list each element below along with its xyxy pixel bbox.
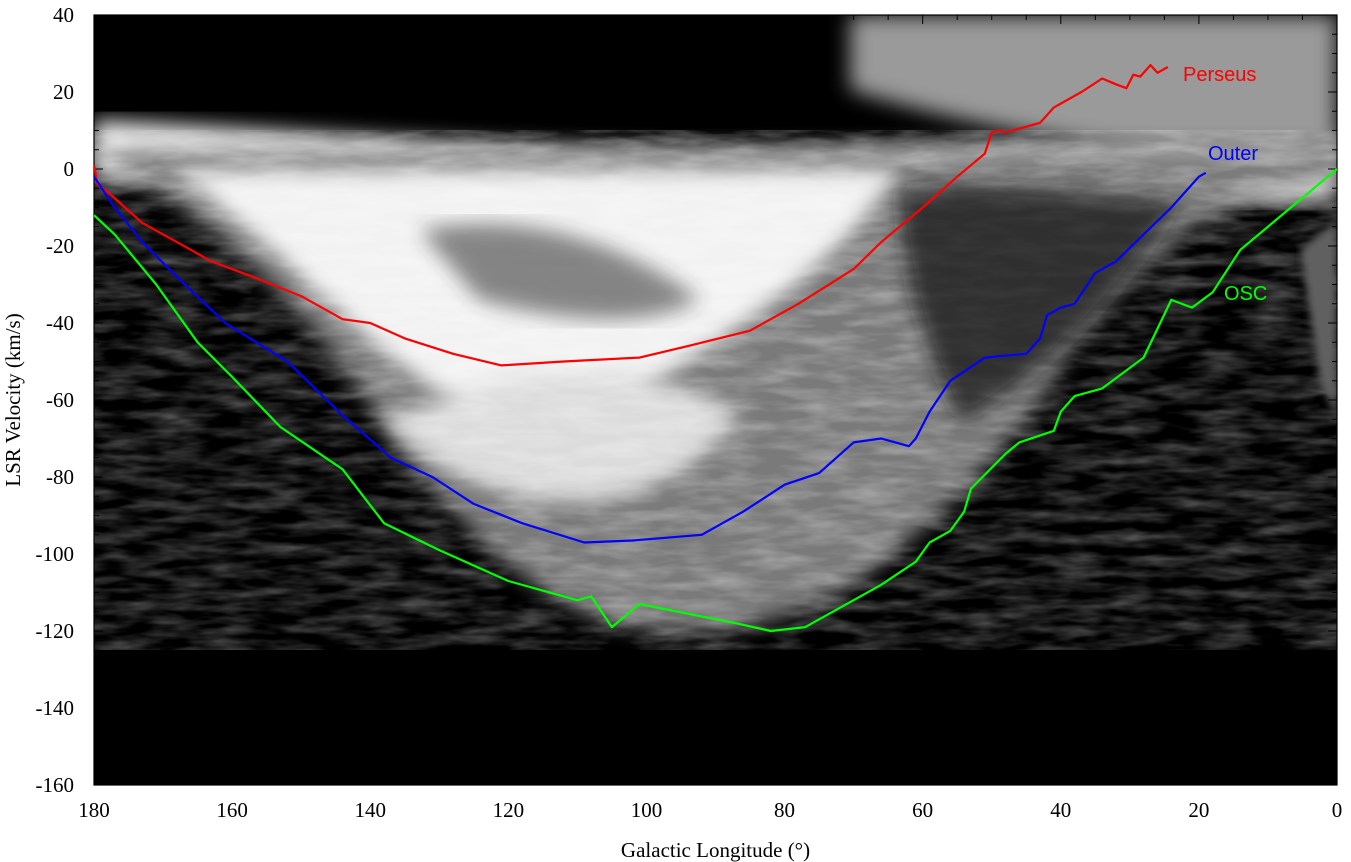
- y-tick-label: 0: [64, 157, 75, 181]
- y-tick-label: -20: [46, 234, 74, 258]
- series-labels: Perseus Outer OSC: [1183, 64, 1267, 305]
- x-tick-label: 40: [1050, 798, 1071, 822]
- intensity-map: [94, 15, 1337, 785]
- y-tick-label: -100: [36, 542, 75, 566]
- series-label-perseus: Perseus: [1183, 64, 1256, 86]
- series-label-osc: OSC: [1224, 283, 1267, 305]
- y-tick-label: -140: [36, 696, 75, 720]
- x-tick-label: 0: [1332, 798, 1343, 822]
- y-axis-title: LSR Velocity (km/s): [1, 313, 25, 486]
- series-label-outer: Outer: [1208, 143, 1258, 165]
- y-tick-label: -160: [36, 773, 75, 797]
- y-tick-label: 20: [53, 80, 74, 104]
- y-tick-label: -80: [46, 465, 74, 489]
- series-line-outer: [94, 171, 1207, 544]
- x-tick-label: 120: [493, 798, 525, 822]
- y-tick-label: 40: [53, 3, 74, 27]
- x-tick-label: 100: [631, 798, 663, 822]
- x-tick-label: 180: [78, 798, 110, 822]
- series-line-perseus: [94, 63, 1169, 367]
- x-tick-label: 80: [774, 798, 795, 822]
- x-tick-label: 20: [1188, 798, 1209, 822]
- x-tick-label: 140: [354, 798, 386, 822]
- x-axis-title: Galactic Longitude (°): [621, 838, 810, 862]
- y-tick-label: -120: [36, 619, 75, 643]
- x-tick-label: 60: [912, 798, 933, 822]
- series-line-osc: [94, 168, 1337, 633]
- y-tick-label: -60: [46, 388, 74, 412]
- x-tick-label: 160: [216, 798, 248, 822]
- axes: 180 160 140 120 100 80 60 40 20 0 40 20 0 -20 -40 -60 -8…: [1, 3, 1342, 862]
- series-layer: [94, 63, 1337, 633]
- y-tick-label: -40: [46, 311, 74, 335]
